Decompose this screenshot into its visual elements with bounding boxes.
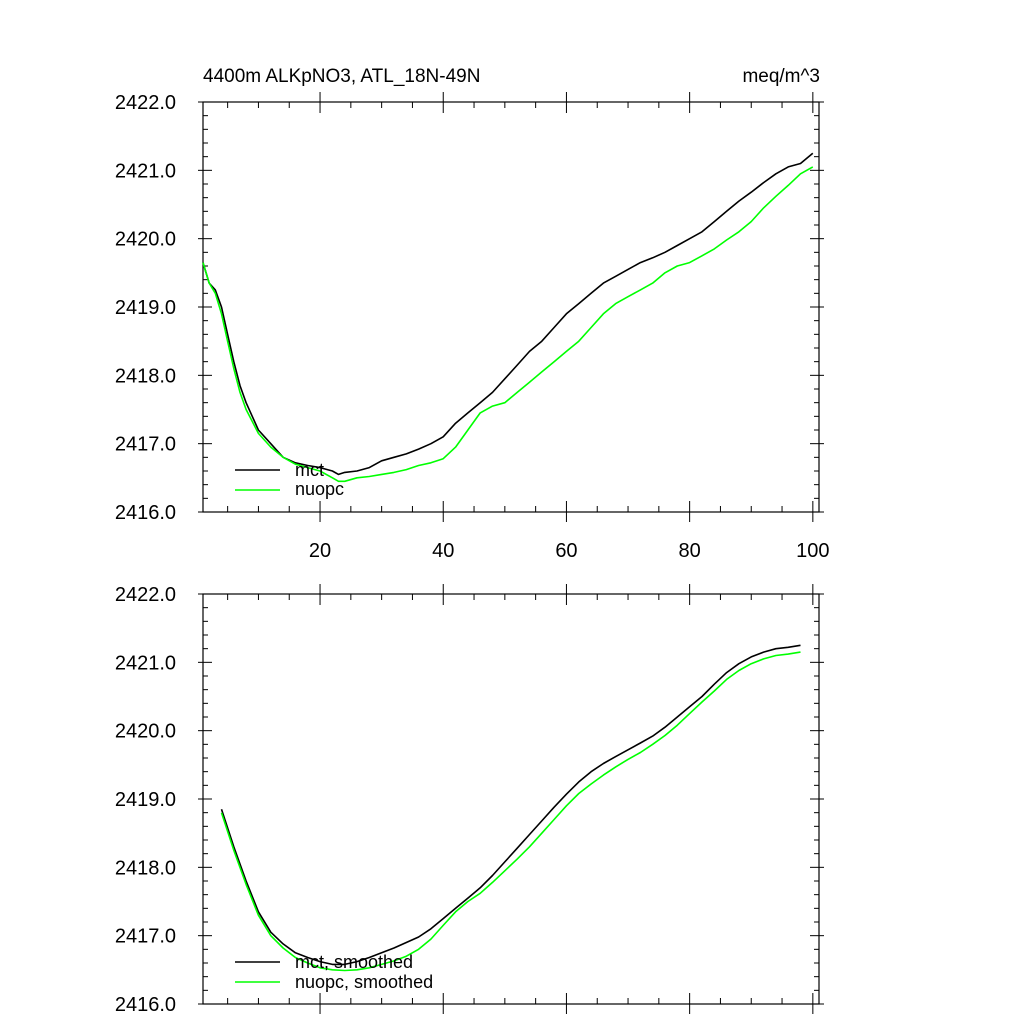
plot-frame (202, 101, 820, 513)
units-label: meq/m^3 (742, 66, 820, 87)
legend-label-mct-smoothed: mct, smoothed (295, 952, 413, 972)
series-group (202, 152, 814, 483)
x-tick-label: 60 (555, 540, 577, 562)
x-tick-label: 20 (309, 540, 331, 562)
y-tick-label: 2418.0 (115, 365, 176, 387)
y-tick-label: 2418.0 (115, 857, 176, 879)
legend-label-nuopc: nuopc (295, 479, 344, 499)
y-tick-label: 2420.0 (115, 721, 176, 743)
series-line-mct-smoothed (220, 644, 801, 966)
x-tick-label: 40 (432, 540, 454, 562)
plot-frame (202, 593, 820, 1005)
y-tick-label: 2417.0 (115, 926, 176, 948)
y-tick-label: 2421.0 (115, 652, 176, 674)
y-tick-label: 2416.0 (115, 994, 176, 1016)
x-tick-label: 100 (796, 540, 829, 562)
series-line-nuopc-smoothed (220, 651, 801, 972)
y-tick-label: 2419.0 (115, 789, 176, 811)
tick-group: 2416.0 2417.0 2418.0 2419.0 2420.0 2421.0 2422… (115, 584, 824, 1016)
tick-group: 2416.0 2417.0 2418.0 2419.0 2420.0 2421.0 2422… (115, 92, 830, 562)
series-line-nuopc (202, 166, 814, 483)
legend-label-nuopc-smoothed: nuopc, smoothed (295, 972, 433, 992)
y-tick-label: 2422.0 (115, 92, 176, 114)
legend-label-mct: mct (295, 460, 324, 480)
legend: mct, smoothed nuopc, smoothed (235, 952, 433, 992)
y-tick-label: 2421.0 (115, 160, 176, 182)
y-tick-label: 2422.0 (115, 584, 176, 606)
chart-title: 4400m ALKpNO3, ATL_18N-49N (203, 66, 480, 87)
x-tick-label: 80 (679, 540, 701, 562)
top-panel: 4400m ALKpNO3, ATL_18N-49N meq/m^3 2416.… (115, 66, 830, 562)
legend: mct nuopc (235, 460, 344, 499)
y-tick-label: 2416.0 (115, 502, 176, 524)
y-tick-label: 2417.0 (115, 434, 176, 456)
y-tick-label: 2420.0 (115, 229, 176, 251)
series-group (220, 644, 801, 972)
y-tick-label: 2419.0 (115, 297, 176, 319)
series-line-mct (202, 152, 814, 476)
bottom-panel: 2416.0 2417.0 2418.0 2419.0 2420.0 2421.0 2422… (115, 584, 824, 1016)
